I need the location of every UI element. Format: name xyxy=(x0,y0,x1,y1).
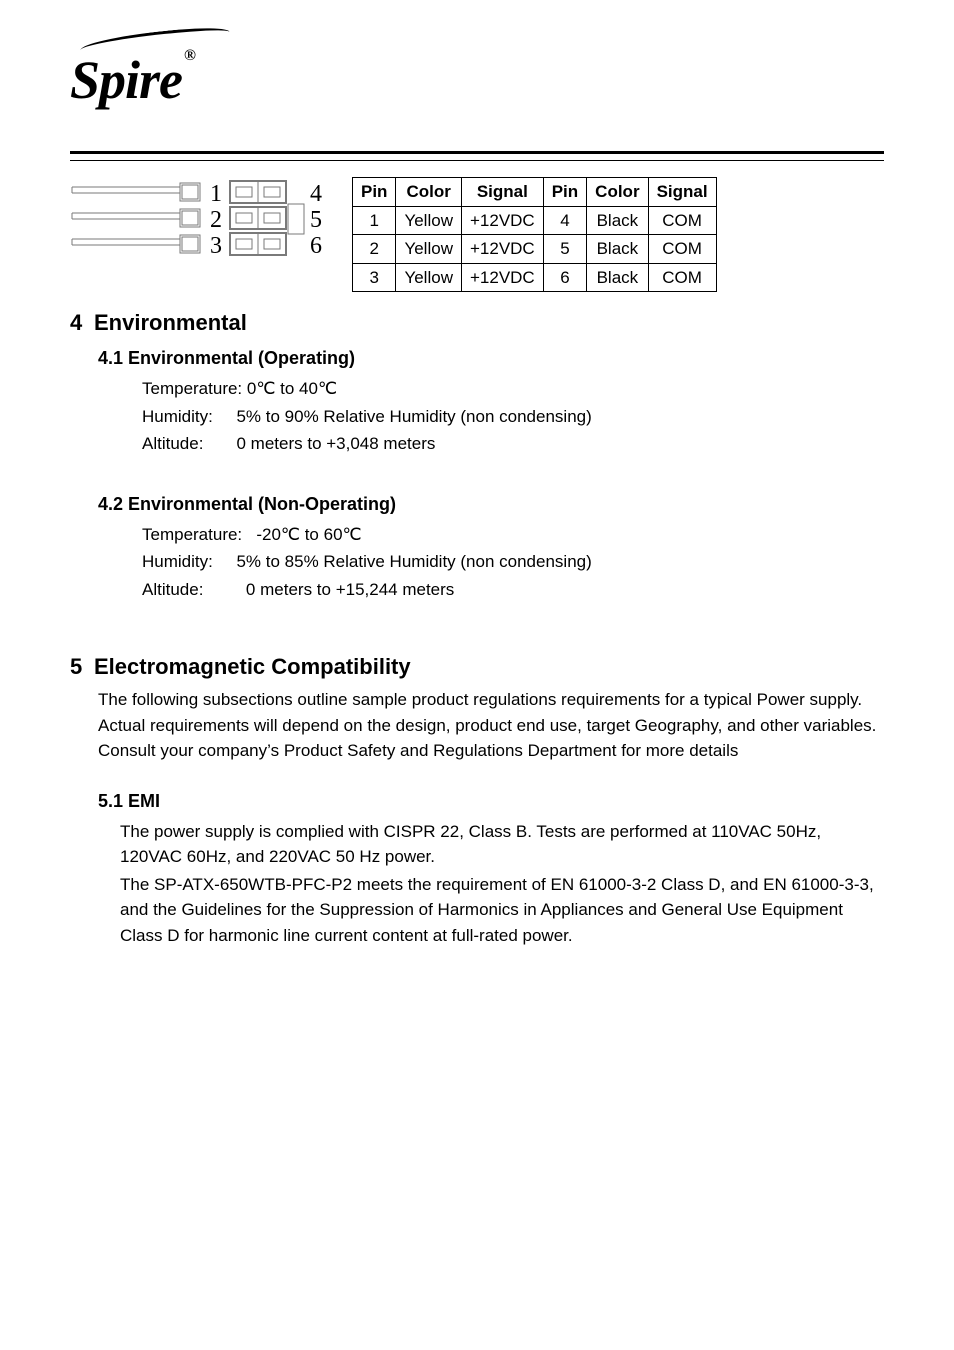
divider-thick xyxy=(70,151,884,154)
emi-paragraph: The power supply is complied with CISPR … xyxy=(120,819,884,870)
env-op-line: Altitude: 0 meters to +3,048 meters xyxy=(142,431,884,457)
pin-table-cell: 1 xyxy=(353,206,396,235)
pin-table: PinColorSignalPinColorSignal 1Yellow+12V… xyxy=(352,177,717,292)
svg-text:3: 3 xyxy=(210,233,222,259)
pin-table-cell: +12VDC xyxy=(461,235,543,264)
pin-table-cell: Yellow xyxy=(396,206,462,235)
pin-table-cell: +12VDC xyxy=(461,206,543,235)
table-row: 1Yellow+12VDC4BlackCOM xyxy=(353,206,717,235)
section-4-1-heading: 4.1 Environmental (Operating) xyxy=(98,345,884,372)
table-row: 3Yellow+12VDC6BlackCOM xyxy=(353,263,717,292)
pin-table-header: Pin xyxy=(543,178,586,207)
env-nonop-line: Humidity: 5% to 85% Relative Humidity (n… xyxy=(142,549,884,575)
pin-table-cell: Yellow xyxy=(396,235,462,264)
section-4-2-heading: 4.2 Environmental (Non-Operating) xyxy=(98,491,884,518)
emi-paragraph: The SP-ATX-650WTB-PFC-P2 meets the requi… xyxy=(120,872,884,949)
env-op-line: Humidity: 5% to 90% Relative Humidity (n… xyxy=(142,404,884,430)
divider-thin xyxy=(70,160,884,161)
pin-table-header: Color xyxy=(587,178,648,207)
pin-table-cell: Black xyxy=(587,235,648,264)
logo: Spire® xyxy=(70,40,884,121)
pin-table-header: Color xyxy=(396,178,462,207)
pin-table-cell: 6 xyxy=(543,263,586,292)
logo-text: Spire xyxy=(70,50,182,110)
section-5-1-heading: 5.1 EMI xyxy=(98,788,884,815)
pin-table-cell: Yellow xyxy=(396,263,462,292)
pin-table-cell: COM xyxy=(648,263,716,292)
pin-table-cell: 2 xyxy=(353,235,396,264)
svg-text:5: 5 xyxy=(310,207,322,233)
svg-text:4: 4 xyxy=(310,181,322,207)
pin-table-cell: COM xyxy=(648,235,716,264)
pin-table-cell: +12VDC xyxy=(461,263,543,292)
env-nonop-line: Altitude: 0 meters to +15,244 meters xyxy=(142,577,884,603)
pin-table-cell: 5 xyxy=(543,235,586,264)
env-op-line: Temperature: 0℃ to 40℃ xyxy=(142,376,884,402)
logo-trademark: ® xyxy=(184,47,195,64)
connector-diagram: 1 4 2 5 3 6 xyxy=(70,177,330,271)
section-4-heading: 4Environmental xyxy=(70,306,884,339)
svg-text:1: 1 xyxy=(210,181,222,207)
pin-table-cell: COM xyxy=(648,206,716,235)
pin-table-header: Pin xyxy=(353,178,396,207)
pin-table-header: Signal xyxy=(461,178,543,207)
svg-text:2: 2 xyxy=(210,207,222,233)
pin-table-cell: 3 xyxy=(353,263,396,292)
env-nonop-line: Temperature: -20℃ to 60℃ xyxy=(142,522,884,548)
pin-table-cell: Black xyxy=(587,206,648,235)
pin-table-cell: Black xyxy=(587,263,648,292)
pin-table-header: Signal xyxy=(648,178,716,207)
pin-table-cell: 4 xyxy=(543,206,586,235)
svg-text:6: 6 xyxy=(310,233,322,259)
table-row: 2Yellow+12VDC5BlackCOM xyxy=(353,235,717,264)
section-5-heading: 5Electromagnetic Compatibility xyxy=(70,650,884,683)
section-5-intro: The following subsections outline sample… xyxy=(98,687,884,764)
